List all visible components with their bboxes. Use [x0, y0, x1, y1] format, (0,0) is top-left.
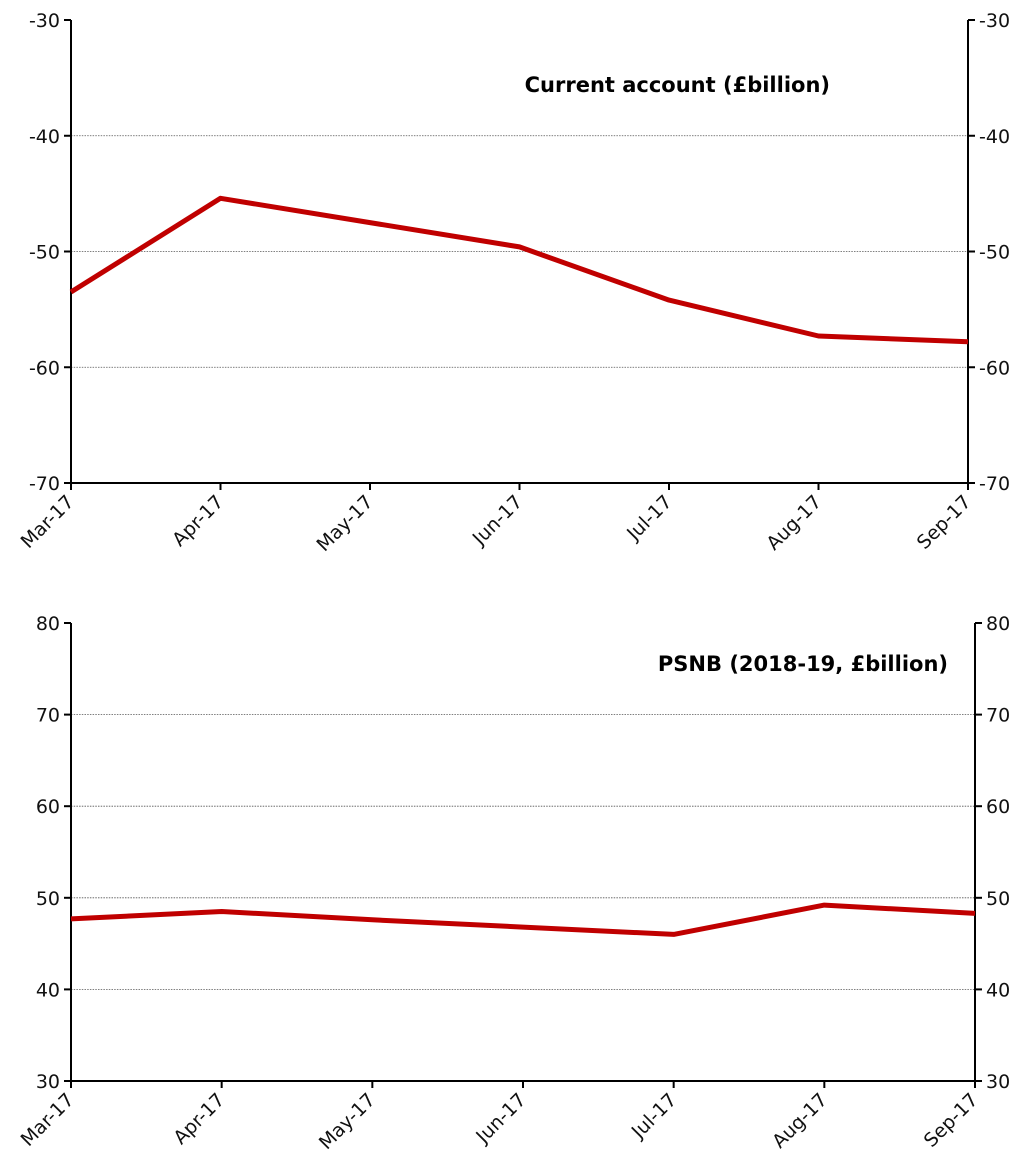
chart-1-title: PSNB (2018-19, £billion) [658, 652, 948, 676]
chart-0-x-tick-label: Sep-17 [913, 491, 976, 554]
chart-0-y-tick-label-right: -50 [979, 242, 1010, 264]
chart-1-x-tick-label: Apr-17 [169, 1089, 229, 1149]
chart-0-x-tick-label: Aug-17 [762, 491, 826, 555]
chart-0-y-tick-label-left: -40 [29, 126, 60, 148]
chart-0-y-tick-label-right: -40 [979, 126, 1010, 148]
chart-1-series-line [70, 902, 976, 937]
chart-1-y-tick-label-right: 60 [986, 796, 1010, 818]
chart-0-y-tick-label-right: -70 [979, 473, 1010, 495]
chart-1-x-tick-label: Mar-17 [17, 1089, 79, 1151]
chart-1-y-tick-label-left: 40 [36, 979, 60, 1001]
chart-1-x-tick-label: May-17 [315, 1089, 380, 1154]
chart-0-x-tick-label: Mar-17 [17, 491, 79, 553]
chart-1-x-tick-label: Jun-17 [471, 1089, 530, 1148]
chart-0-y-tick-label-left: -50 [29, 242, 60, 264]
chart-0-x-tick-label: Apr-17 [168, 491, 228, 551]
chart-1-y-tick-label-right: 40 [986, 979, 1010, 1001]
chart-1-x-tick-label: Jul-17 [627, 1089, 681, 1143]
chart-1-y-tick-label-right: 30 [986, 1071, 1010, 1093]
chart-0-y-tick-label-right: -60 [979, 357, 1010, 379]
chart-1-y-tick-label-left: 50 [36, 888, 60, 910]
chart-1-x-tick-label: Aug-17 [768, 1089, 832, 1153]
chart-0-series-line [69, 195, 969, 345]
chart-1-y-tick-label-right: 70 [986, 705, 1010, 727]
chart-0-title: Current account (£billion) [525, 73, 830, 97]
chart-0-y-tick-label-left: -60 [29, 357, 60, 379]
chart-0-y-tick-label-left: -30 [29, 10, 60, 32]
chart-0-x-tick-label: Jun-17 [468, 491, 527, 550]
chart-1-y-tick-label-left: 80 [36, 613, 60, 635]
chart-1-y-tick-label-right: 50 [986, 888, 1010, 910]
chart-1-y-tick-label-left: 30 [36, 1071, 60, 1093]
chart-1-y-tick-label-left: 60 [36, 796, 60, 818]
chart-0-y-tick-label-right: -30 [979, 10, 1010, 32]
chart-0-x-tick-label: May-17 [312, 491, 377, 556]
chart-0-x-tick-label: Jul-17 [622, 491, 676, 545]
chart-1-x-tick-label: Sep-17 [920, 1089, 983, 1152]
chart-1-y-tick-label-left: 70 [36, 705, 60, 727]
chart-0-y-tick-label-left: -70 [29, 473, 60, 495]
chart-1-y-tick-label-right: 80 [986, 613, 1010, 635]
